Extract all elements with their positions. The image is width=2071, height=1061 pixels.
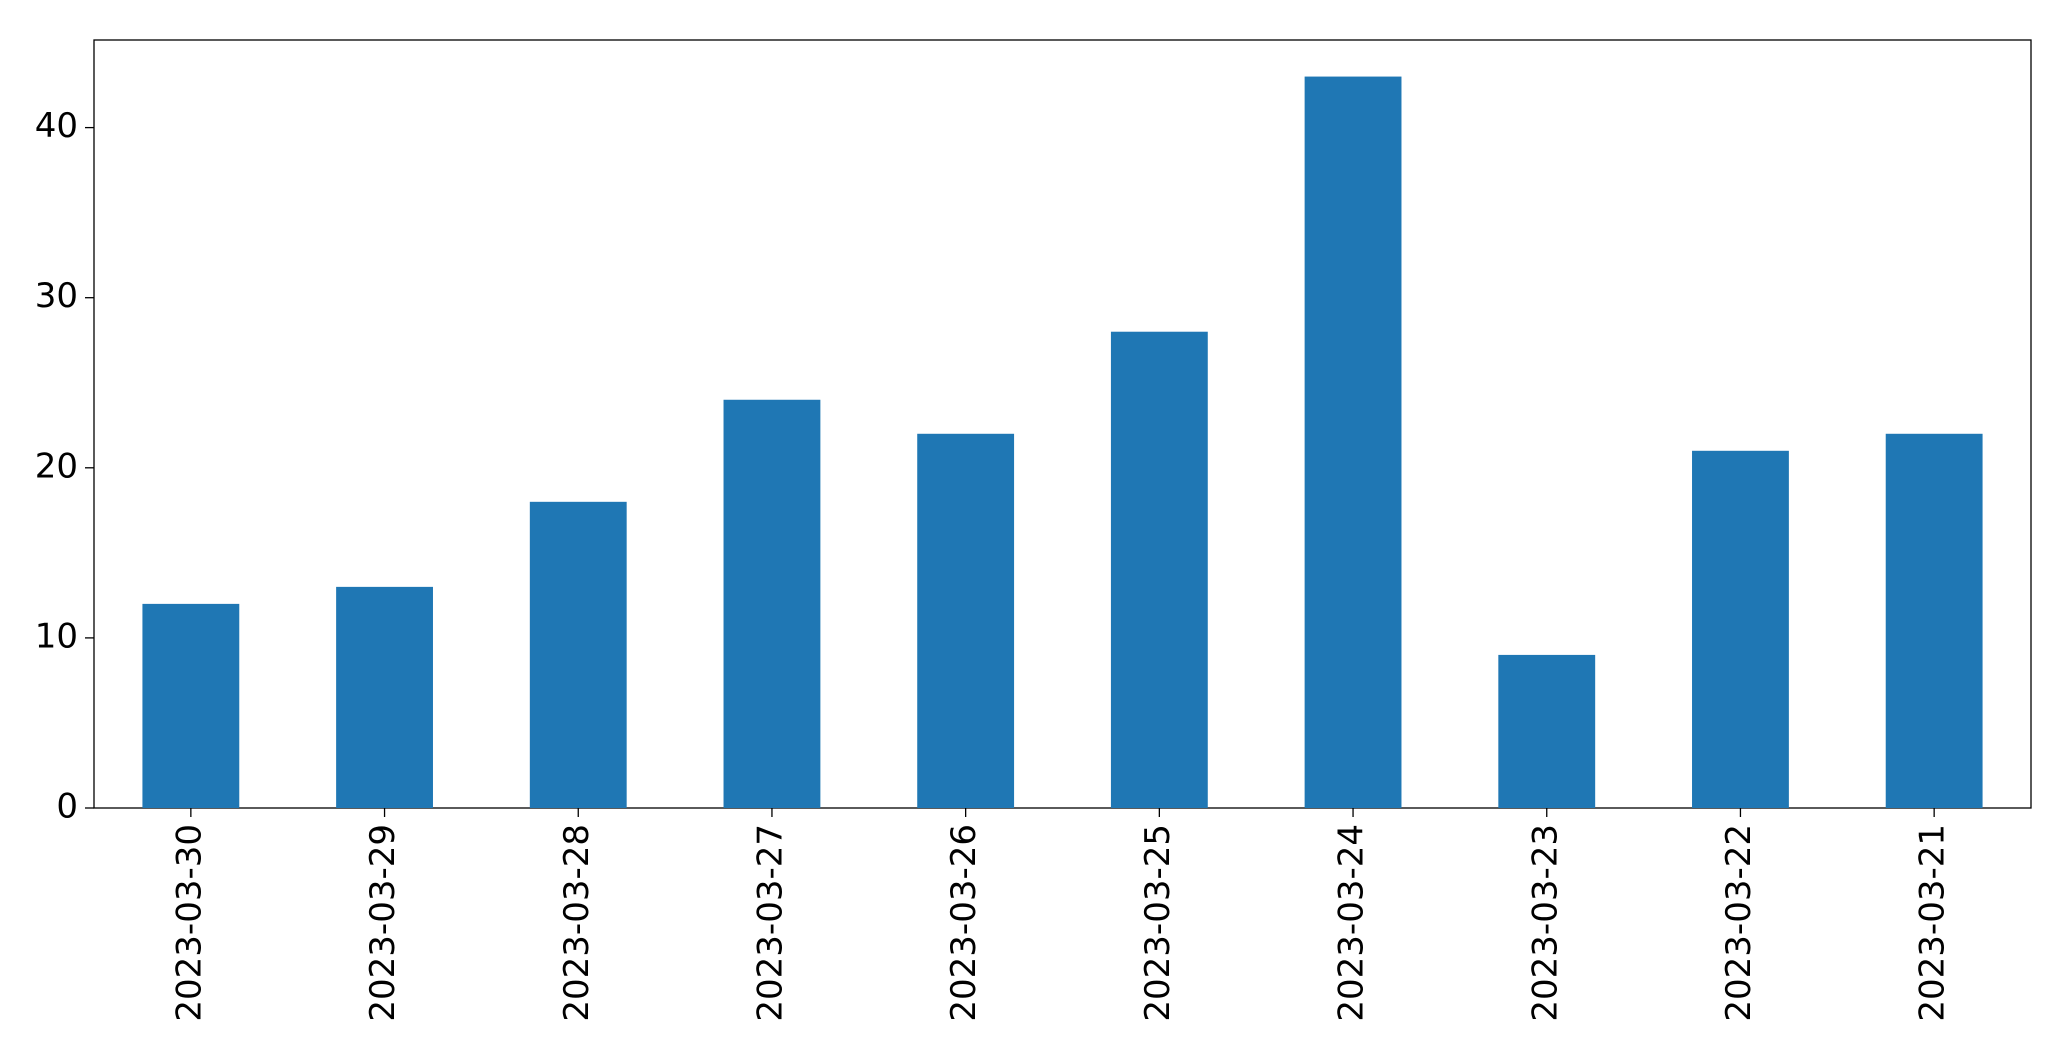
x-tick-label: 2023-03-26 (944, 824, 984, 1022)
x-tick-label: 2023-03-21 (1913, 824, 1953, 1022)
x-tick-label: 2023-03-25 (1138, 824, 1178, 1022)
y-tick-label: 30 (35, 276, 78, 316)
bar (336, 586, 433, 808)
x-tick-label: 2023-03-30 (169, 824, 209, 1022)
y-tick-label: 10 (35, 616, 78, 656)
bar (1110, 331, 1208, 808)
x-tick-label: 2023-03-23 (1525, 824, 1565, 1022)
y-tick-label: 20 (35, 446, 78, 486)
bar (1304, 76, 1402, 809)
bar (917, 433, 1015, 808)
bar (1885, 433, 1983, 808)
bar (1692, 450, 1789, 808)
x-tick-label: 2023-03-29 (363, 824, 403, 1022)
plot-frame (93, 39, 2032, 809)
x-tick-label: 2023-03-27 (750, 824, 790, 1022)
x-tick-label: 2023-03-22 (1719, 824, 1759, 1022)
x-tick-label: 2023-03-24 (1332, 824, 1372, 1022)
bar (529, 501, 627, 808)
y-tick-label: 0 (56, 787, 78, 827)
bar (142, 603, 240, 808)
y-tick-label: 40 (35, 106, 78, 146)
x-tick-label: 2023-03-28 (557, 824, 597, 1022)
bar (1498, 654, 1596, 808)
bar (723, 399, 821, 808)
